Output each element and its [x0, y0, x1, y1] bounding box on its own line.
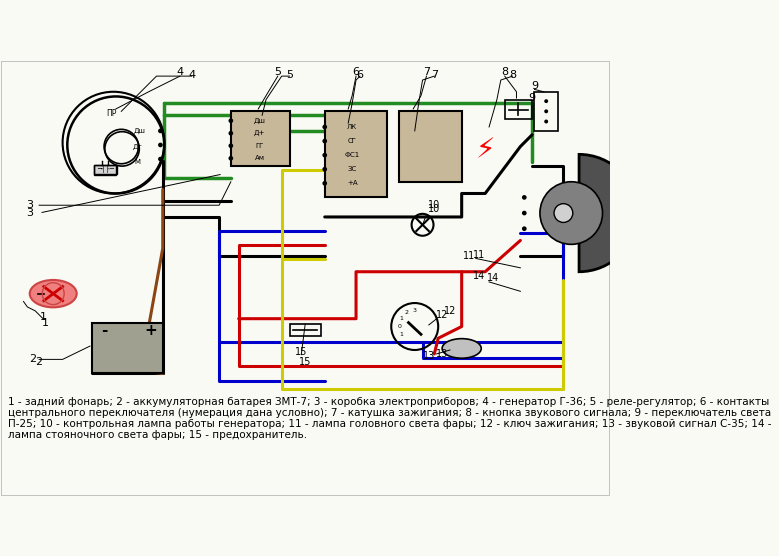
Text: ФС1: ФС1 [344, 152, 360, 158]
Text: центрального переключателя (нумерация дана условно); 7 - катушка зажигания; 8 - : центрального переключателя (нумерация да… [8, 408, 771, 418]
Text: 2: 2 [30, 354, 37, 364]
Circle shape [158, 143, 163, 147]
Text: 3: 3 [26, 200, 33, 210]
Text: 12: 12 [436, 310, 448, 320]
Text: 2: 2 [405, 310, 409, 315]
Text: М: М [135, 159, 141, 165]
Text: 15: 15 [299, 357, 312, 367]
Circle shape [323, 125, 327, 130]
Circle shape [545, 99, 548, 103]
Text: 10: 10 [428, 204, 440, 214]
Text: 4: 4 [176, 67, 184, 77]
Circle shape [522, 211, 527, 215]
Text: Ам: Ам [255, 155, 265, 161]
Bar [290, 324, 321, 336]
Text: 3: 3 [26, 208, 33, 218]
Circle shape [554, 203, 573, 222]
Text: 1: 1 [42, 317, 49, 327]
Text: 1 - задний фонарь; 2 - аккумуляторная батарея ЗМТ-7; 3 - коробка электроприборов: 1 - задний фонарь; 2 - аккумуляторная ба… [8, 397, 769, 407]
Circle shape [323, 181, 327, 186]
Text: ⚡: ⚡ [475, 136, 495, 165]
Text: 15: 15 [295, 346, 308, 356]
Text: -: - [101, 323, 108, 338]
Circle shape [228, 143, 233, 148]
Bar [399, 111, 462, 182]
Circle shape [158, 128, 163, 133]
Circle shape [323, 167, 327, 172]
Text: +А: +А [347, 180, 358, 186]
Ellipse shape [30, 280, 76, 307]
Text: Дш: Дш [254, 118, 266, 124]
Text: 13: 13 [423, 351, 435, 361]
Text: 12: 12 [444, 306, 456, 316]
Text: +: + [145, 323, 157, 338]
Circle shape [522, 195, 527, 200]
Text: П-25; 10 - контрольная лампа работы генератора; 11 - лампа головного света фары;: П-25; 10 - контрольная лампа работы гене… [8, 419, 771, 429]
Text: 11: 11 [464, 251, 476, 261]
Text: ГГ: ГГ [256, 143, 264, 149]
Text: 2: 2 [36, 357, 43, 367]
Text: 9: 9 [531, 81, 538, 91]
Circle shape [323, 138, 327, 143]
Text: 11: 11 [473, 250, 485, 260]
Wedge shape [579, 155, 638, 272]
Circle shape [228, 156, 233, 161]
Text: 1: 1 [400, 332, 403, 337]
Circle shape [323, 153, 327, 157]
Text: Дш: Дш [133, 128, 145, 134]
Text: 6: 6 [357, 70, 364, 80]
Text: 3: 3 [26, 208, 33, 218]
Circle shape [540, 182, 602, 244]
Text: Д+: Д+ [254, 130, 266, 136]
Text: 3: 3 [413, 309, 417, 314]
Text: 1: 1 [400, 316, 403, 321]
Circle shape [545, 110, 548, 113]
Text: ЛК: ЛК [347, 124, 358, 130]
Text: 10: 10 [428, 200, 440, 210]
Bar [93, 322, 163, 374]
Bar [325, 111, 387, 197]
Ellipse shape [442, 339, 481, 358]
Text: 8: 8 [501, 67, 508, 77]
Text: ПР: ПР [107, 109, 117, 118]
Bar [534, 92, 558, 131]
Bar [94, 165, 118, 174]
Circle shape [228, 118, 233, 123]
Text: 4: 4 [189, 70, 196, 80]
Text: лампа стояночного света фары; 15 - предохранитель.: лампа стояночного света фары; 15 - предо… [8, 430, 307, 440]
Text: 14: 14 [473, 271, 485, 281]
Bar [94, 165, 116, 176]
Text: 14: 14 [487, 273, 499, 283]
Text: 5: 5 [286, 70, 293, 80]
Text: Дт: Дт [133, 143, 143, 150]
Bar [505, 100, 532, 119]
Circle shape [228, 131, 233, 136]
Bar [231, 111, 290, 166]
Text: 0: 0 [397, 324, 401, 329]
Text: 7: 7 [431, 70, 438, 80]
Text: 5: 5 [274, 67, 281, 77]
Text: СГ: СГ [347, 138, 357, 144]
Text: 7: 7 [423, 67, 430, 77]
Text: 9: 9 [528, 93, 536, 103]
Text: ─┤├─: ─┤├─ [97, 165, 115, 173]
Text: 8: 8 [509, 70, 516, 80]
Circle shape [158, 157, 163, 161]
Circle shape [522, 226, 527, 231]
Text: 13: 13 [436, 349, 448, 359]
Text: 1: 1 [40, 312, 47, 322]
Text: 6: 6 [353, 67, 360, 77]
Text: ЗС: ЗС [347, 166, 357, 172]
Circle shape [545, 120, 548, 123]
